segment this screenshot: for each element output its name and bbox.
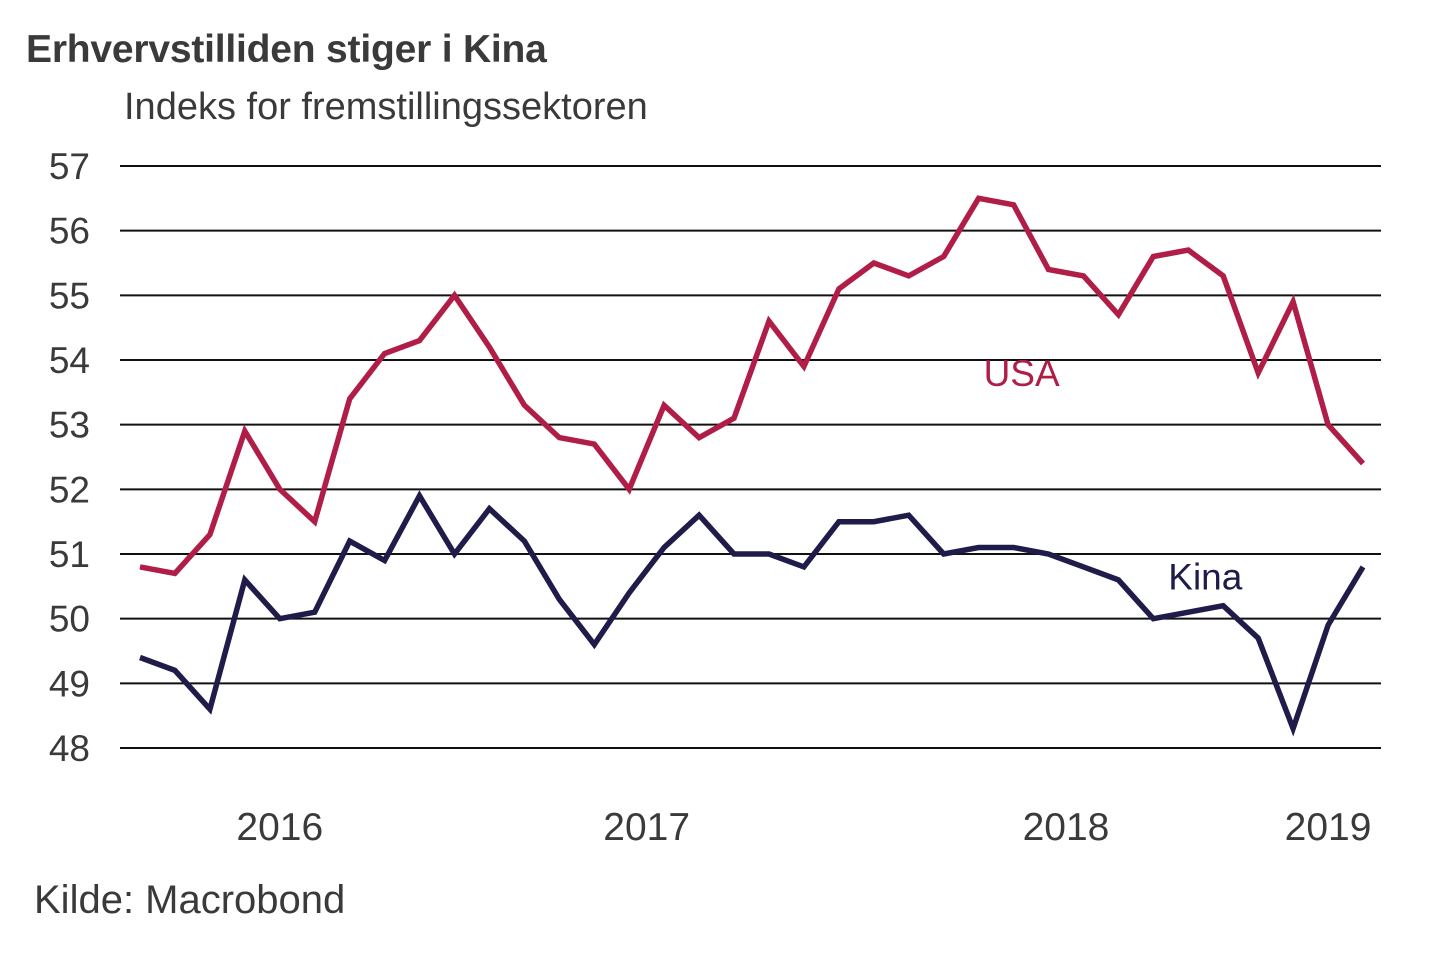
series-line-usa <box>139 195 1366 577</box>
y-tick-label: 56 <box>49 211 90 252</box>
y-tick-label: 55 <box>49 275 90 316</box>
source-note: Kilde: Macrobond <box>34 878 346 922</box>
series-label-kina: Kina <box>1168 557 1242 598</box>
y-axis-ticks: 57 56 55 54 53 52 51 50 49 48 <box>49 146 90 769</box>
y-tick-label: 48 <box>49 728 90 769</box>
series-label-usa: USA <box>984 353 1060 394</box>
y-tick-label: 57 <box>49 146 90 187</box>
x-axis-ticks: 2016 2017 2018 2019 <box>236 806 1371 849</box>
chart-title: Erhvervstilliden stiger i Kina <box>26 28 547 71</box>
series-line-kina <box>139 490 1366 737</box>
x-tick-label: 2019 <box>1285 806 1372 849</box>
x-tick-label: 2018 <box>1023 806 1110 849</box>
y-tick-label: 53 <box>49 405 90 446</box>
y-tick-label: 49 <box>49 663 90 704</box>
series-lines <box>139 195 1366 737</box>
chart-subtitle: Indeks for fremstillingssektoren <box>124 86 648 128</box>
y-tick-label: 54 <box>49 340 90 381</box>
series-labels: USA Kina <box>984 353 1243 598</box>
x-tick-label: 2016 <box>236 806 323 849</box>
y-tick-label: 51 <box>49 534 90 575</box>
x-tick-label: 2017 <box>603 806 690 849</box>
y-tick-label: 50 <box>49 599 90 640</box>
y-tick-label: 52 <box>49 469 90 510</box>
